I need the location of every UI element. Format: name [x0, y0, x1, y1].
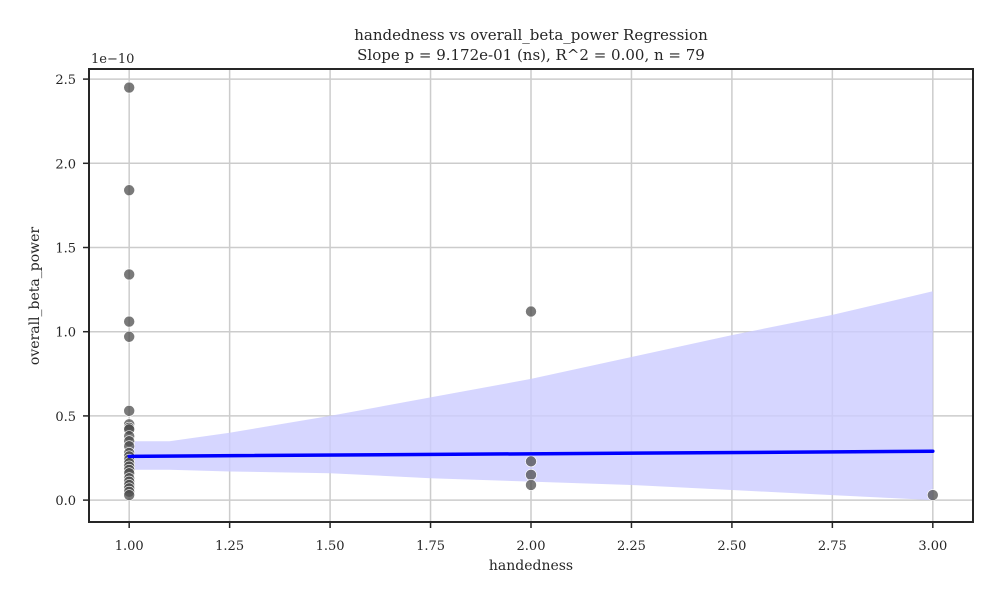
data-point	[123, 489, 135, 501]
data-point	[123, 330, 135, 343]
x-tick-label: 1.75	[416, 539, 445, 554]
x-tick-label: 2.50	[717, 539, 746, 554]
confidence-band-layer	[129, 291, 933, 501]
x-tick-label: 1.25	[215, 539, 244, 554]
data-point	[927, 489, 939, 501]
x-tick-label: 2.25	[617, 539, 646, 554]
data-point	[123, 184, 135, 197]
confidence-band	[129, 291, 933, 501]
x-tick-label: 2.75	[818, 539, 847, 554]
data-point	[525, 479, 537, 491]
data-point	[123, 81, 135, 94]
x-tick-label: 3.00	[918, 539, 947, 554]
data-point	[123, 405, 135, 417]
data-point	[123, 315, 135, 328]
x-tick-label: 1.50	[316, 539, 345, 554]
y-tick-label: 2.5	[55, 73, 76, 88]
y-tick-label: 2.0	[55, 157, 76, 172]
chart-subtitle: Slope p = 9.172e-01 (ns), R^2 = 0.00, n …	[357, 46, 705, 64]
x-tick-label: 1.00	[115, 539, 144, 554]
regression-line-layer	[127, 449, 935, 459]
x-tick-label: 2.00	[517, 539, 546, 554]
regression-line	[127, 449, 935, 459]
x-axis-label: handedness	[489, 558, 573, 574]
y-tick-label: 0.0	[55, 494, 76, 509]
data-point	[525, 305, 537, 318]
data-point	[525, 469, 537, 481]
y-offset-label: 1e−10	[91, 52, 134, 67]
x-axis: 1.00 1.25 1.50 1.75 2.00 2.25 2.50 2.75 3.00	[115, 522, 947, 554]
y-tick-label: 1.5	[55, 242, 76, 257]
data-point	[123, 268, 135, 281]
y-axis: 0.0 0.5 1.0 1.5 2.0 2.5	[55, 73, 89, 509]
y-tick-label: 0.5	[55, 410, 76, 425]
chart-title: handedness vs overall_beta_power Regress…	[354, 26, 708, 44]
y-axis-label: overall_beta_power	[27, 227, 43, 365]
grid	[89, 69, 973, 522]
data-point	[525, 455, 537, 468]
y-tick-label: 1.0	[55, 326, 76, 341]
points-layer	[123, 81, 939, 501]
